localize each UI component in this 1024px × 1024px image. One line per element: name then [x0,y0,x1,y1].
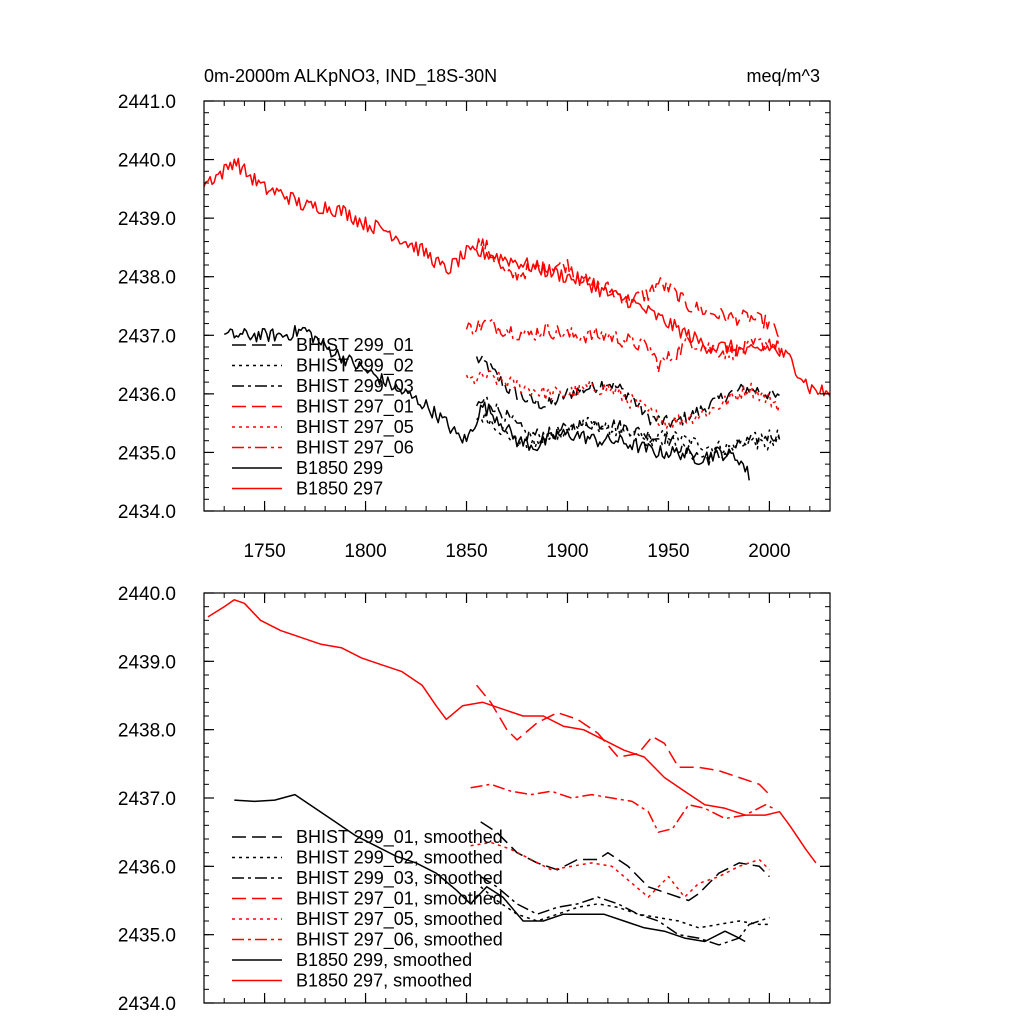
legend-label-bhist-299-02: BHIST 299_02 [296,356,414,377]
series-line-bhist-299-02 [476,411,781,454]
legend-label-bhist-297-01: BHIST 297_01 [296,397,414,418]
legend-label-b1850-297-smoothed: B1850 297, smoothed [296,971,472,991]
y-tick-label: 2437.0 [118,789,176,810]
x-tick-label: 1950 [647,541,689,562]
top-series-layer [203,157,831,481]
y-tick-label: 2438.0 [118,268,176,289]
x-tick-label: 2000 [748,541,790,562]
legend-label-bhist-299-01: BHIST 299_01 [296,335,414,356]
legend-label-bhist-297-06: BHIST 297_06 [296,438,414,459]
y-tick-label: 2438.0 [118,721,176,742]
series-line-bhist-299-01 [475,354,780,428]
bottom-series-layer [207,599,817,946]
y-tick-label: 2436.0 [118,385,176,406]
series-line-bhist-299-03 [475,395,781,466]
y-tick-label: 2441.0 [118,92,176,113]
series-line-b1850-299-smoothed [234,793,746,943]
top-axes: 2434.0 2435.0 2436.0 2437.0 2438.0 2439.0 2440… [118,92,831,562]
units-label: meq/m^3 [747,66,820,86]
legend-label-bhist-297-06-smoothed: BHIST 297_06, smoothed [296,930,503,951]
y-tick-label: 2437.0 [118,326,176,347]
y-tick-label: 2440.0 [118,151,176,172]
y-tick-label: 2434.0 [118,502,176,523]
y-tick-label: 2435.0 [118,926,176,947]
legend-label-b1850-297: B1850 297 [296,479,383,499]
figure-title: 0m-2000m ALKpNO3, IND_18S-30N [204,66,497,87]
y-tick-label: 2434.0 [118,994,176,1015]
legend-label-bhist-297-01-smoothed: BHIST 297_01, smoothed [296,889,503,910]
series-line-b1850-297-smoothed [207,599,817,864]
series-line-bhist-299-03-smoothed [480,875,770,946]
series-line-b1850-299 [223,324,750,481]
legend-label-bhist-297-05-smoothed: BHIST 297_05, smoothed [296,909,503,930]
y-tick-label: 2435.0 [118,443,176,464]
legend-label-bhist-299-01-smoothed: BHIST 299_01, smoothed [296,827,503,848]
series-line-bhist-297-06 [465,318,781,374]
x-tick-label: 1750 [243,541,285,562]
bottom-axes: 2434.0 2435.0 2436.0 2437.0 2438.0 2439.0 2440… [118,584,831,1015]
legend-label-bhist-299-03-smoothed: BHIST 299_03, smoothed [296,868,503,889]
y-tick-label: 2440.0 [118,584,176,605]
y-tick-label: 2436.0 [118,857,176,878]
series-line-bhist-297-05-smoothed [470,841,770,898]
legend-label-b1850-299: B1850 299 [296,458,383,478]
series-line-bhist-297-01-smoothed [476,684,770,796]
x-tick-label: 1800 [344,541,386,562]
series-line-bhist-297-01 [475,238,781,339]
legend-label-b1850-299-smoothed: B1850 299, smoothed [296,950,472,970]
series-line-bhist-297-06-smoothed [470,783,774,833]
x-tick-label: 1900 [546,541,588,562]
series-line-bhist-297-05 [465,370,781,430]
legend-label-bhist-299-03: BHIST 299_03 [296,376,414,397]
series-line-b1850-297 [203,157,831,397]
y-tick-label: 2439.0 [118,209,176,230]
legend-label-bhist-299-02-smoothed: BHIST 299_02, smoothed [296,848,503,869]
x-tick-label: 1850 [445,541,487,562]
series-line-bhist-299-01-smoothed [480,821,770,902]
series-line-bhist-299-02-smoothed [480,886,770,929]
top-plot-frame [203,100,831,512]
y-tick-label: 2439.0 [118,652,176,673]
legend-label-bhist-297-05: BHIST 297_05 [296,417,414,438]
